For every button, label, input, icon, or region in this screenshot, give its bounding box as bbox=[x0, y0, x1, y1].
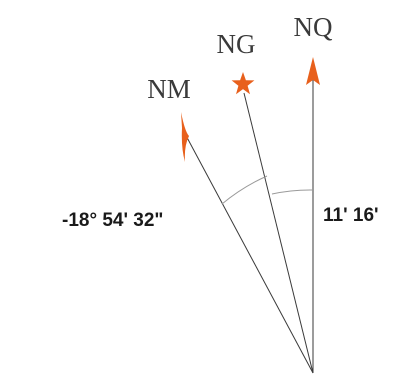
grid-north-arrow-icon bbox=[306, 57, 320, 85]
grid-north-label: NQ bbox=[294, 12, 333, 42]
magnetic-north-arrow-icon bbox=[181, 112, 189, 162]
magnetic-declination-arc bbox=[221, 175, 268, 205]
geographic-north-label: NG bbox=[217, 29, 256, 59]
grid-convergence-label: 11' 16' bbox=[323, 205, 379, 226]
magnetic-north-label: NM bbox=[147, 74, 191, 104]
magnetic-north-line bbox=[182, 129, 314, 374]
geographic-north-star-icon bbox=[231, 72, 255, 95]
grid-convergence-arc bbox=[271, 189, 314, 195]
geographic-north-line bbox=[243, 92, 314, 374]
magnetic-declination-label: -18° 54' 32" bbox=[62, 210, 163, 231]
